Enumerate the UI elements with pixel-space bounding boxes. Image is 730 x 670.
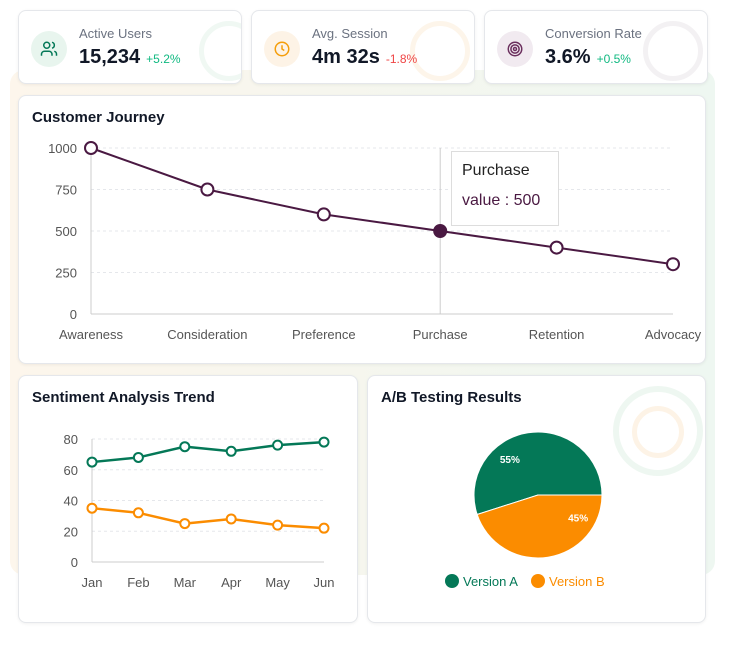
- data-point: [433, 224, 448, 238]
- sentiment-card: Sentiment Analysis Trend 0 20 40 60 80 Jan Feb…: [18, 375, 358, 623]
- customer-journey-chart: 0 250 500 750 1000 Awareness Consideration Pref…: [48, 141, 702, 342]
- y-tick-label: 60: [64, 463, 78, 478]
- kpi-change: -1.8%: [385, 52, 418, 66]
- decorative-ring: [613, 386, 703, 476]
- data-point: [86, 456, 98, 468]
- chart-title: A/B Testing Results: [381, 389, 522, 406]
- x-tick-label: Advocacy: [645, 327, 702, 342]
- x-tick-label: Retention: [529, 327, 585, 342]
- data-point: [225, 445, 237, 457]
- decorative-ring: [410, 21, 470, 81]
- data-point: [200, 182, 215, 197]
- kpi-value: 15,234: [79, 46, 141, 68]
- kpi-change: +0.5%: [596, 52, 631, 66]
- data-point: [84, 141, 98, 155]
- kpi-value: 4m 32s: [312, 46, 380, 68]
- data-point: [272, 439, 284, 451]
- users-icon: [31, 31, 67, 67]
- tooltip-value: 500: [513, 192, 541, 209]
- tooltip-label: value: [462, 192, 501, 209]
- y-tick-label: 250: [55, 266, 77, 281]
- data-point: [272, 519, 284, 531]
- tooltip-title: Purchase: [462, 162, 530, 179]
- data-point: [179, 518, 191, 530]
- decorative-ring: [199, 21, 241, 81]
- y-tick-label: 40: [64, 494, 78, 509]
- kpi-value: 3.6%: [545, 46, 591, 68]
- pie-slice: [473, 431, 603, 516]
- sentiment-chart: 0 20 40 60 80 Jan Feb Mar Apr May Jun: [64, 432, 335, 590]
- customer-journey-card: Customer Journey 0 250 500 750 1000 Awareness…: [18, 95, 706, 364]
- x-tick-label: Preference: [292, 327, 356, 342]
- decorative-ring: [643, 21, 703, 81]
- data-point: [666, 257, 680, 272]
- legend-swatch: [531, 574, 545, 588]
- y-tick-label: 20: [64, 524, 78, 539]
- series-line: [90, 147, 674, 266]
- x-tick-label: Apr: [221, 575, 242, 590]
- x-tick-label: Feb: [127, 575, 149, 590]
- data-point: [316, 207, 331, 222]
- x-tick-label: Consideration: [167, 327, 247, 342]
- pie-label: 55%: [500, 455, 520, 466]
- data-point: [225, 513, 237, 525]
- data-point: [86, 502, 98, 514]
- y-tick-label: 1000: [48, 141, 77, 156]
- kpi-label: Conversion Rate: [545, 26, 642, 41]
- x-tick-label: Mar: [174, 575, 197, 590]
- data-point: [549, 240, 564, 255]
- kpi-card-active-users: Active Users 15,234 +5.2%: [18, 10, 242, 84]
- tooltip: Purchase value : 500: [451, 151, 559, 226]
- ab-testing-card: A/B Testing Results 55% 45% Version A Versi…: [367, 375, 706, 623]
- x-tick-label: Awareness: [59, 327, 124, 342]
- target-icon: [497, 31, 533, 67]
- x-tick-label: Jun: [314, 575, 335, 590]
- data-point: [179, 441, 191, 453]
- kpi-label: Active Users: [79, 26, 152, 41]
- kpi-label: Avg. Session: [312, 26, 388, 41]
- data-point: [132, 507, 144, 519]
- legend-label: Version A: [463, 574, 518, 589]
- kpi-change: +5.2%: [146, 52, 181, 66]
- data-point: [132, 451, 144, 463]
- y-tick-label: 750: [55, 183, 77, 198]
- decorative-ring: [632, 406, 684, 458]
- ab-pie-chart: 55% 45% Version A Version B: [445, 431, 605, 589]
- x-tick-label: Jan: [82, 575, 103, 590]
- series-line: [91, 506, 325, 530]
- y-tick-label: 0: [70, 307, 77, 322]
- kpi-card-avg-session: Avg. Session 4m 32s -1.8%: [251, 10, 475, 84]
- kpi-card-conversion-rate: Conversion Rate 3.6% +0.5%: [484, 10, 708, 84]
- chart-title: Customer Journey: [32, 109, 165, 126]
- y-tick-label: 80: [64, 432, 78, 447]
- data-point: [318, 436, 330, 448]
- x-tick-label: May: [265, 575, 290, 590]
- legend-swatch: [445, 574, 459, 588]
- y-tick-label: 0: [71, 555, 78, 570]
- series-line: [91, 440, 325, 464]
- chart-title: Sentiment Analysis Trend: [32, 389, 215, 406]
- pie-slice: [476, 494, 603, 559]
- legend-label: Version B: [549, 574, 605, 589]
- x-tick-label: Purchase: [413, 327, 468, 342]
- pie-label: 45%: [568, 513, 588, 524]
- y-tick-label: 500: [55, 224, 77, 239]
- clock-icon: [264, 31, 300, 67]
- data-point: [318, 522, 330, 534]
